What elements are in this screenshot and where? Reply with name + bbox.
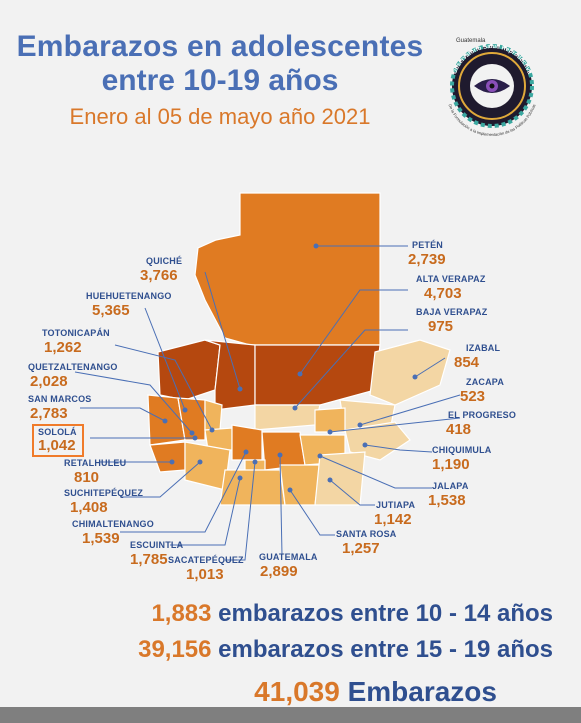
dept-label-jalapa: JALAPA [432, 481, 469, 491]
total-15-19: 39,156 embarazos entre 15 - 19 años [138, 636, 553, 664]
region-el-progreso [314, 407, 346, 433]
dept-label-santa-rosa: SANTA ROSA [336, 529, 397, 539]
dept-value-el-progreso: 418 [446, 421, 472, 438]
dept-label-guatemala: GUATEMALA [259, 552, 318, 562]
logo-top-text: Guatemala [456, 38, 486, 44]
title-line-2: entre 10-19 años [101, 64, 339, 97]
region-guatemala [261, 431, 306, 471]
dept-value-alta-verapaz: 4,703 [424, 285, 462, 302]
region-chiquimula [344, 421, 411, 461]
dept-value-santa-rosa: 1,257 [342, 540, 380, 557]
dept-label-baja-verapaz: BAJA VERAPAZ [416, 307, 488, 317]
dept-value-suchitepequez: 1,408 [70, 499, 108, 516]
eye-icon [474, 79, 510, 93]
dept-value-jalapa: 1,538 [428, 492, 466, 509]
region-alta-verapaz [254, 344, 381, 406]
total-overall: 41,039 Embarazos [254, 676, 497, 708]
region-izabal [369, 339, 451, 406]
dept-label-totonicapan: TOTONICAPÁN [42, 328, 110, 338]
region-baja-verapaz [254, 404, 321, 431]
region-peten [194, 192, 381, 346]
dept-label-peten: PETÉN [412, 240, 444, 250]
total-overall-label: Embarazos [347, 676, 497, 707]
dept-value-huehuetenango: 5,365 [92, 302, 130, 319]
dept-label-sacatepequez: SACATEPÉQUEZ [168, 555, 244, 565]
bottom-bar [0, 707, 581, 723]
region-retalhuleu [149, 441, 186, 473]
dept-label-jutiapa: JUTIAPA [376, 500, 416, 510]
dept-label-suchitepequez: SUCHITEPÉQUEZ [64, 488, 144, 498]
dept-label-zacapa: ZACAPA [466, 377, 505, 387]
dept-label-chimaltenango: CHIMALTENANGO [72, 519, 154, 529]
title-line-1: Embarazos en adolescentes [16, 30, 424, 63]
dept-label-retalhuleu: RETALHULEU [64, 458, 127, 468]
dept-value-san-marcos: 2,783 [30, 405, 68, 422]
region-dots [162, 243, 418, 493]
subtitle: Enero al 05 de mayo año 2021 [69, 104, 371, 129]
dept-value-jutiapa: 1,142 [374, 511, 412, 528]
dept-value-escuintla: 1,785 [130, 551, 168, 568]
dept-label-alta-verapaz: ALTA VERAPAZ [416, 274, 486, 284]
total-10-14-number: 1,883 [151, 600, 212, 627]
total-15-19-number: 39,156 [138, 636, 212, 663]
dept-value-retalhuleu: 810 [74, 469, 100, 486]
dept-value-izabal: 854 [454, 354, 480, 371]
total-overall-number: 41,039 [254, 676, 340, 707]
region-huehuetenango [157, 339, 221, 401]
dept-value-chiquimula: 1,190 [432, 456, 470, 473]
dept-value-quetzaltenango: 2,028 [30, 373, 68, 390]
dept-value-solola: 1,042 [38, 437, 76, 454]
map-regions [147, 192, 451, 506]
total-10-14-label: embarazos entre 10 - 14 años [218, 600, 553, 627]
region-jutiapa [314, 451, 366, 506]
total-10-14: 1,883 embarazos entre 10 - 14 años [151, 600, 553, 628]
dept-value-chimaltenango: 1,539 [82, 530, 120, 547]
region-chimaltenango [231, 424, 263, 461]
dept-label-izabal: IZABAL [466, 343, 501, 353]
dept-label-quetzaltenango: QUETZALTENANGO [28, 362, 118, 372]
region-totonicapan [204, 399, 223, 431]
dept-label-escuintla: ESCUINTLA [130, 540, 184, 550]
dept-value-totonicapan: 1,262 [44, 339, 82, 356]
dept-value-zacapa: 523 [460, 388, 486, 405]
dept-label-chiquimula: CHIQUIMULA [432, 445, 492, 455]
total-15-19-label: embarazos entre 15 - 19 años [218, 636, 553, 663]
dept-label-el-progreso: EL PROGRESO [448, 410, 517, 420]
dept-value-sacatepequez: 1,013 [186, 566, 224, 583]
dept-label-solola: SOLOLÁ [38, 427, 77, 437]
dept-label-san-marcos: SAN MARCOS [28, 394, 92, 404]
observatorio-logo: Guatemala Observatorio Salud Reproductiv… [447, 38, 536, 137]
solola-highlight-box [32, 424, 84, 457]
dept-value-guatemala: 2,899 [260, 563, 298, 580]
leader-lines [74, 245, 461, 561]
dept-label-huehuetenango: HUEHUETENANGO [86, 291, 172, 301]
dept-value-baja-verapaz: 975 [428, 318, 454, 335]
dept-value-peten: 2,739 [408, 251, 446, 268]
region-santa-rosa [279, 464, 321, 506]
dept-value-quiche: 3,766 [140, 267, 178, 284]
dept-label-quiche: QUICHÉ [146, 256, 183, 266]
